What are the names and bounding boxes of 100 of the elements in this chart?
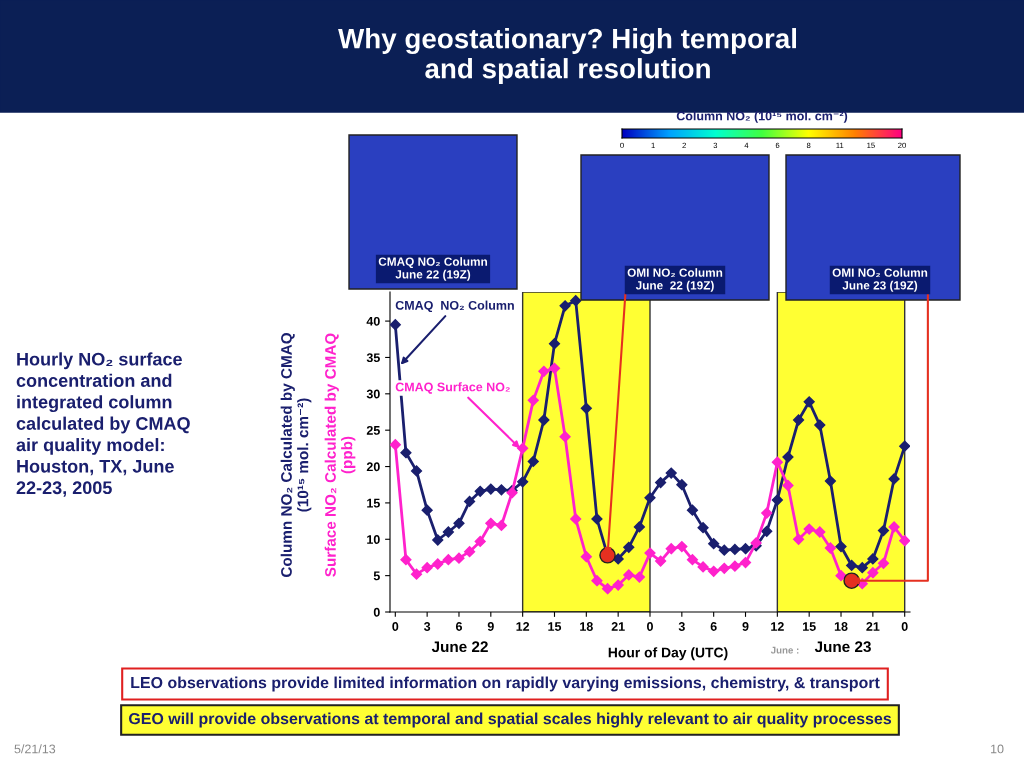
point [729, 543, 741, 556]
point [527, 455, 539, 468]
point [867, 553, 879, 565]
point [782, 451, 794, 463]
point [559, 431, 571, 443]
point [739, 556, 752, 569]
point [400, 554, 412, 566]
point [601, 583, 614, 595]
x-tick-label: 6 [710, 622, 717, 631]
point [517, 476, 529, 488]
point [485, 483, 497, 495]
point [877, 557, 890, 569]
point [495, 484, 508, 496]
point [877, 524, 890, 537]
x-tick-label: 3 [678, 622, 685, 631]
text: Column NO₂ (10¹⁵ mol. cm⁻²) [676, 111, 848, 123]
point [390, 319, 401, 331]
point [655, 555, 667, 567]
x-tick-label: 12 [771, 622, 784, 631]
point [824, 542, 837, 554]
point [410, 568, 423, 580]
text: 5/21/13 [14, 744, 56, 754]
point [612, 579, 624, 591]
x-tick-label: 9 [742, 622, 749, 631]
point [633, 571, 645, 583]
x-tick-label: 12 [516, 622, 530, 631]
point [442, 526, 454, 538]
text: June 23 [814, 641, 871, 653]
text: Column NO₂ Calculated by CMAQ (10¹⁵ mol. cm⁻²) [280, 332, 312, 578]
point [655, 476, 667, 489]
annotation: OMI NO₂ Column June 23 (19Z) [832, 268, 928, 292]
point [463, 495, 476, 508]
x-tick-label: 6 [455, 622, 462, 631]
y-tick-label: 40 [366, 316, 380, 326]
x-tick-label: 15 [803, 622, 816, 631]
x-axis-title: Hour of Day (UTC) [608, 647, 728, 661]
chart-title: Why geostationary? High temporal and spatial resolution [338, 28, 797, 84]
point [463, 546, 476, 558]
point [538, 414, 550, 426]
y-tick-label: 5 [373, 571, 380, 581]
point [803, 523, 815, 535]
x-tick-label: 21 [611, 622, 625, 631]
point [867, 567, 879, 579]
point [495, 519, 508, 532]
point [835, 540, 847, 553]
point [559, 300, 571, 312]
x-tick-label: 15 [548, 622, 562, 631]
point [421, 504, 433, 516]
point [792, 533, 805, 545]
text: GEO will provide observations at temporal and spatial scales highly relevant to air quality processes [129, 712, 892, 728]
point [888, 473, 900, 485]
point [792, 414, 805, 426]
y-tick-label: 15 [367, 498, 380, 508]
point [803, 396, 815, 408]
y-tick-label: 35 [366, 353, 380, 363]
point [686, 504, 699, 516]
point [548, 362, 561, 374]
point [390, 439, 401, 451]
point [474, 535, 486, 548]
y-tick-label: 25 [366, 425, 380, 435]
point [623, 541, 635, 553]
point [729, 560, 741, 572]
point [686, 554, 699, 566]
point [739, 543, 752, 555]
point [432, 534, 444, 546]
point [708, 538, 720, 550]
point [899, 440, 910, 452]
point [771, 456, 783, 468]
text: June 22 [431, 641, 488, 653]
point [442, 554, 454, 566]
annotation: CMAQ NO₂ Column [395, 300, 514, 313]
point [591, 513, 603, 525]
point [548, 338, 561, 350]
point [676, 540, 688, 553]
text: Hourly NO₂ surface concentration and integrated column calculated by CMAQ air quality model: Houston, TX, June 22-23, 2005 [16, 352, 190, 497]
y-tick-label: 10 [367, 535, 380, 544]
x-tick-label: 0 [901, 622, 908, 631]
point [527, 394, 539, 406]
point [591, 575, 603, 587]
y-tick-label: 20 [366, 462, 380, 472]
x-tick-label: 21 [866, 622, 880, 631]
point [708, 565, 720, 577]
x-tick-label: 9 [487, 622, 494, 631]
point [824, 475, 837, 487]
point [718, 544, 730, 556]
point [432, 558, 444, 570]
y-tick-label: 30 [366, 389, 380, 399]
point [761, 525, 773, 537]
point [697, 561, 709, 573]
point [782, 479, 794, 492]
point [421, 562, 433, 574]
x-tick-label: 18 [580, 622, 593, 631]
point [485, 517, 497, 529]
point [623, 569, 635, 581]
point [410, 465, 423, 477]
text: 10 [991, 744, 1004, 754]
point [899, 535, 910, 547]
text: June : [770, 646, 799, 654]
x-tick-label: 3 [423, 622, 431, 631]
annotation: OMI NO₂ Column June 22 (19Z) [627, 268, 723, 292]
